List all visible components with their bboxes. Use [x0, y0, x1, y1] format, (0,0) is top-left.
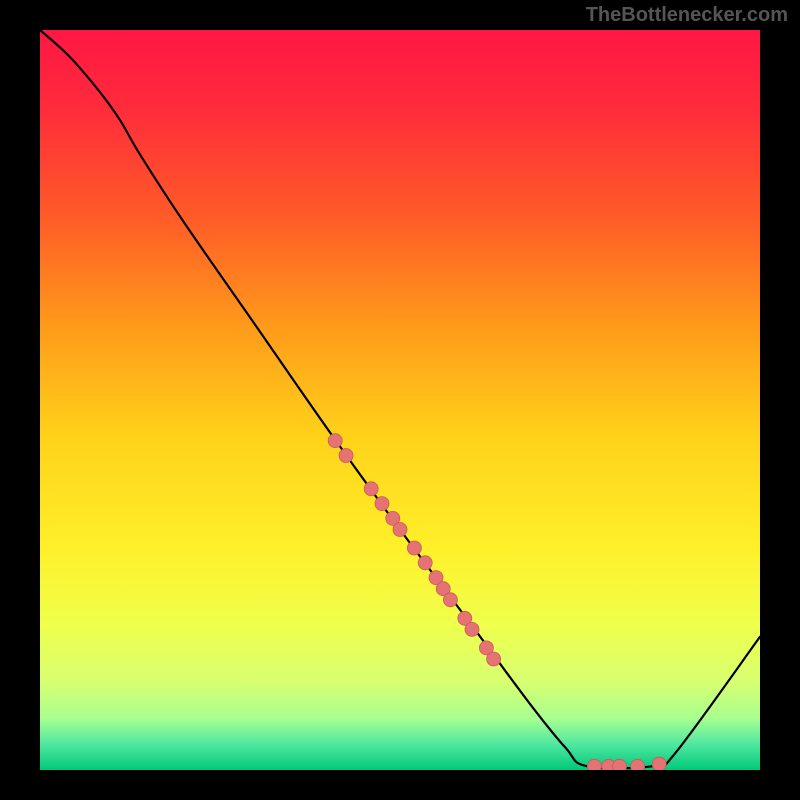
data-marker	[393, 523, 407, 537]
chart-overlay-svg	[40, 30, 760, 770]
data-marker	[631, 759, 645, 770]
data-marker	[613, 759, 627, 770]
data-marker	[375, 497, 389, 511]
data-marker	[465, 622, 479, 636]
data-marker	[364, 482, 378, 496]
data-marker	[418, 556, 432, 570]
data-marker	[587, 759, 601, 770]
data-marker	[652, 757, 666, 770]
plot-area	[40, 30, 760, 770]
curve-line	[40, 30, 760, 769]
data-marker	[487, 652, 501, 666]
data-marker	[407, 541, 421, 555]
chart-root: { "meta": { "watermark_text": "TheBottle…	[0, 0, 800, 800]
data-marker	[339, 449, 353, 463]
data-marker	[328, 434, 342, 448]
watermark-text: TheBottlenecker.com	[586, 4, 788, 27]
data-marker	[443, 593, 457, 607]
